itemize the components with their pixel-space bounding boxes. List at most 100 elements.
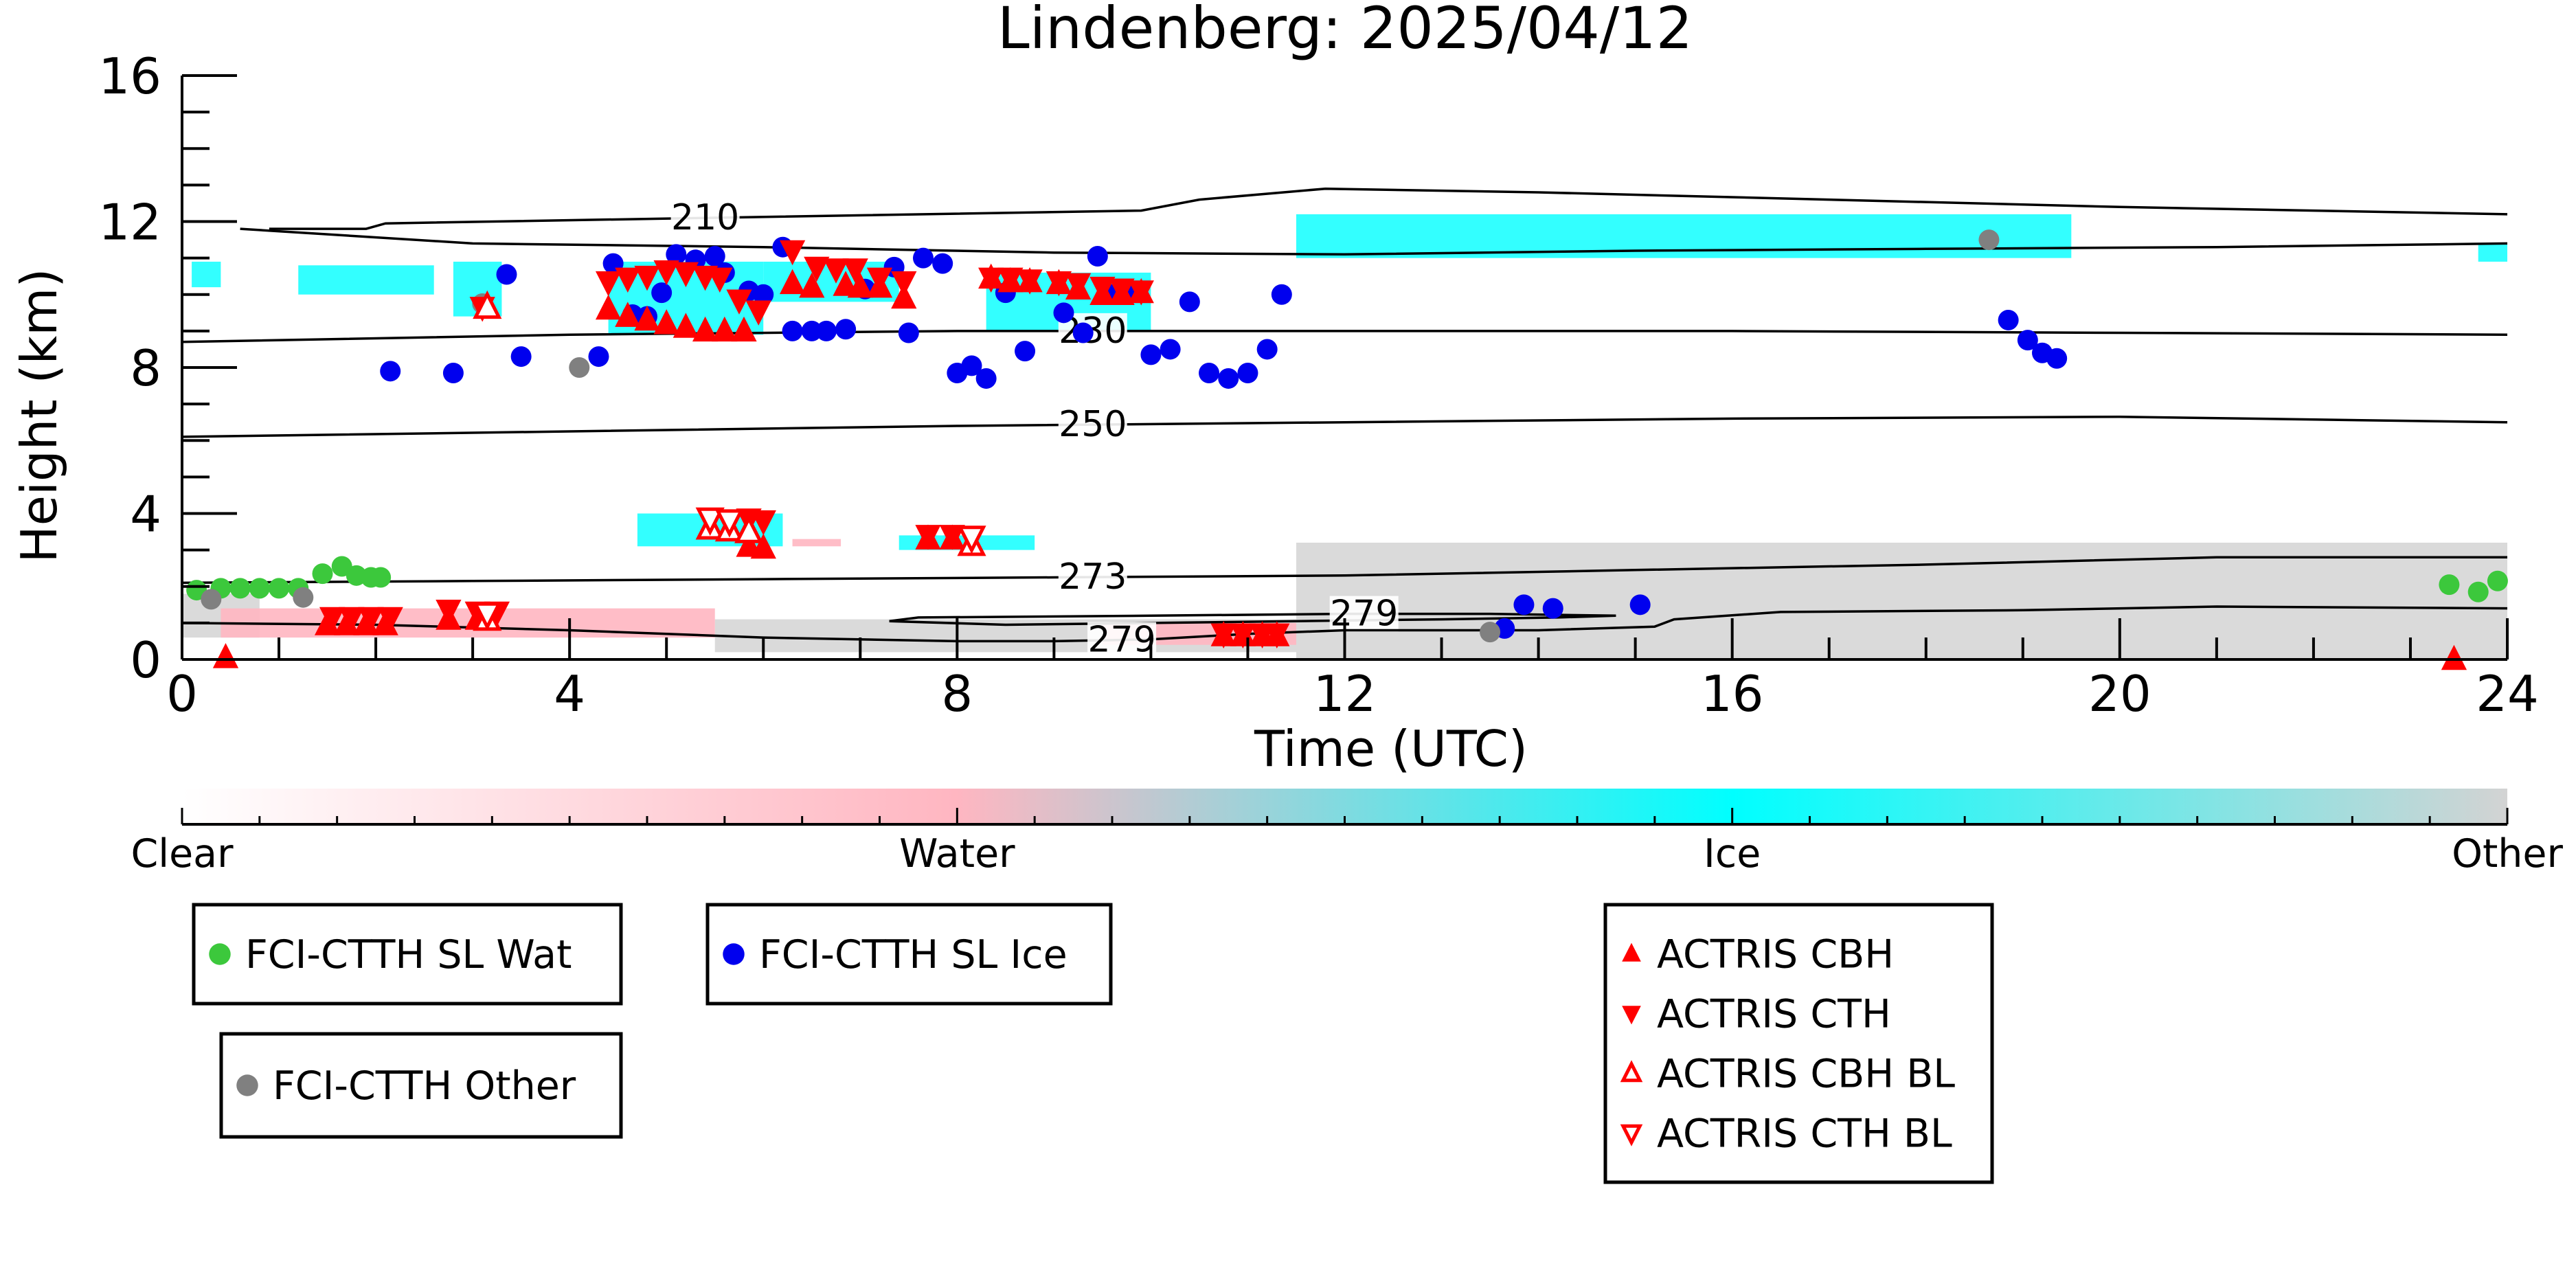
actris-cth-point (1128, 280, 1154, 306)
y-tick-label: 16 (98, 47, 161, 105)
y-tick-label: 12 (98, 194, 161, 251)
colorbar-label: Ice (1704, 831, 1761, 877)
actris-cth-point (707, 267, 733, 293)
actris-cth-point (1089, 276, 1116, 302)
fci-ctth-sl-ice-point (2046, 348, 2068, 369)
actris-cth-point (750, 510, 776, 536)
colorbar-label: Water (899, 831, 1015, 877)
fci-ctth-sl-ice-point (1998, 309, 2019, 330)
actris-cth-point (1210, 623, 1236, 648)
actris-cth-point (634, 265, 660, 291)
fci-ctth-sl-ice-point (801, 320, 822, 341)
fci-ctth-sl-wat-point (370, 567, 392, 588)
fci-ctth-sl-wat-point (312, 563, 333, 585)
colorbar-label: Other (2452, 831, 2563, 877)
actris-cth-point (726, 289, 752, 315)
fci-ctth-sl-ice-point (1218, 368, 1239, 389)
isotherm-line (240, 227, 2508, 256)
chart-title: Lindenberg: 2025/04/12 (997, 0, 1693, 62)
x-tick-label: 12 (1313, 665, 1377, 723)
isotherm-label-bg (1329, 596, 1399, 632)
actris-cbh-point (634, 305, 660, 331)
fci-ctth-sl-ice-point (496, 264, 517, 285)
actris-cth-point (1264, 623, 1290, 648)
isotherm-label-bg (1058, 559, 1127, 596)
fci-ctth-sl-ice-point (2017, 330, 2038, 351)
fci-ctth-other-point (1480, 622, 1501, 643)
x-tick-label: 4 (554, 665, 585, 723)
actris-cth-point (823, 258, 849, 284)
fci-ctth-sl-ice-point (835, 319, 857, 340)
isotherm-line (181, 330, 2508, 343)
y-tick-label: 8 (130, 339, 161, 397)
actris-cbh-point (653, 309, 679, 335)
legend-marker (1622, 942, 1641, 962)
legend-label: FCI-CTTH SL Wat (245, 932, 572, 978)
actris-cth-point (595, 271, 622, 297)
fci-ctth-sl-wat-point (249, 578, 270, 599)
legend-label: ACTRIS CTH (1657, 992, 1891, 1037)
actris-cbh-point (750, 533, 776, 559)
isotherm-label-bg (1058, 407, 1127, 443)
actris-cth-point (891, 271, 917, 297)
fci-ctth-sl-wat-point (229, 578, 251, 599)
fci-ctth-sl-ice-point (510, 346, 532, 368)
fci-ctth-sl-ice-point (912, 247, 934, 269)
legend-box (219, 1032, 623, 1139)
fci-ctth-sl-ice-point (1160, 339, 1181, 360)
y-axis-label: Height (km) (10, 269, 68, 563)
legend-marker (1620, 1060, 1643, 1083)
ice-phase-patch (2478, 243, 2507, 262)
axes: 0 4 8 12 16 0 4 8 12 16 20 24 (98, 47, 2538, 723)
isotherm-label: 279 (1087, 620, 1155, 661)
fci-ctth-other-point (1978, 229, 2000, 251)
actris-cbh-point (847, 272, 873, 298)
actris-cth-point (436, 600, 462, 625)
fci-ctth-sl-wat-point (2487, 570, 2508, 591)
actris-cbh-point (2441, 644, 2467, 670)
legend-marker (723, 943, 745, 965)
fci-ctth-sl-ice-point (666, 244, 687, 265)
ice-phase-patch (298, 265, 434, 295)
fci-ctth-other-point (293, 587, 314, 608)
actris-cbh-bl-point (473, 290, 502, 319)
fci-ctth-sl-ice-point (1256, 339, 1278, 360)
legend-label: ACTRIS CBH (1657, 932, 1894, 978)
fci-ctth-sl-ice-point (1542, 598, 1563, 619)
fci-ctth-sl-ice-point (380, 361, 401, 382)
actris-cth-point (1065, 273, 1092, 298)
y-tick-label: 4 (130, 486, 161, 543)
legend-marker (1622, 1006, 1641, 1025)
fci-ctth-sl-ice-point (1179, 291, 1200, 313)
isotherm-line (181, 605, 2508, 643)
actris-cth-point (653, 260, 679, 286)
fci-ctth-other-point (569, 357, 590, 378)
isotherm-label-bg (670, 200, 740, 236)
x-tick-label: 20 (2088, 665, 2151, 723)
actris-cth-point (319, 607, 346, 633)
fci-ctth-other-point (201, 589, 222, 610)
fci-ctth-sl-ice-point (975, 368, 997, 389)
actris-cth-point (745, 300, 771, 326)
actris-cth-point (615, 267, 641, 293)
actris-cth-point (915, 525, 941, 550)
legend-marker (209, 943, 231, 965)
actris-cth-point (1230, 623, 1256, 648)
actris-cth-bl-point (957, 526, 986, 554)
legend-label: ACTRIS CTH BL (1657, 1111, 1952, 1157)
actris-cth-point (842, 258, 868, 284)
isotherm-line (269, 187, 2508, 230)
fci-ctth-sl-ice-point (961, 355, 982, 376)
isotherm-label-bg (1087, 622, 1157, 658)
isotherm-line (181, 415, 2508, 438)
isotherm-line (181, 556, 2507, 585)
actris-cbh-point (212, 643, 239, 668)
actris-cth-point (997, 267, 1024, 293)
fci-ctth-sl-ice-point (1140, 344, 1162, 365)
fci-ctth-sl-ice-point (1072, 322, 1094, 343)
actris-cbh-point (779, 269, 806, 295)
actris-cth-bl-point (714, 509, 744, 538)
fci-ctth-sl-ice-point (1015, 341, 1036, 362)
y-tick-label: 0 (130, 631, 161, 689)
